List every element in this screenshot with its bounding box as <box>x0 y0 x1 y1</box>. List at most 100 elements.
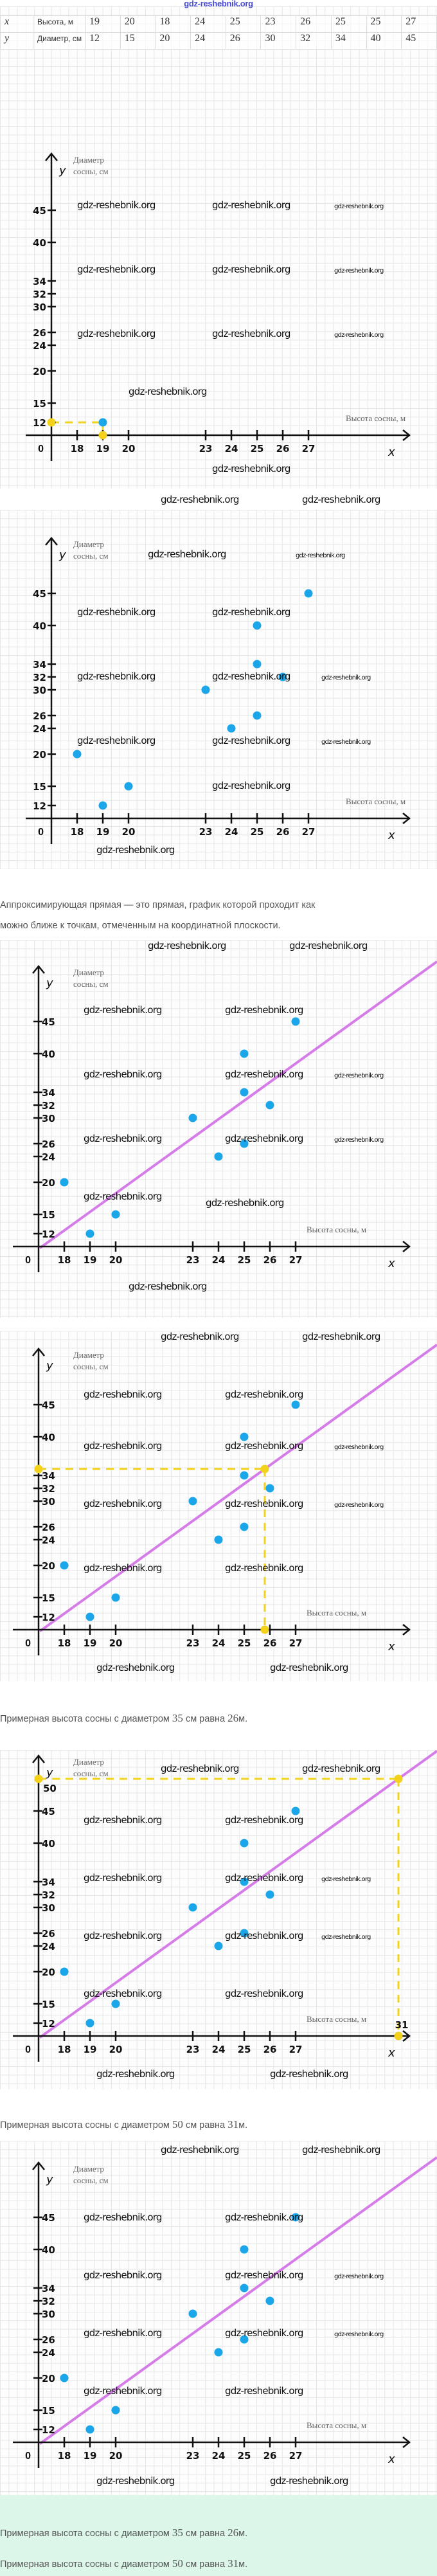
table-cell: 20 <box>155 32 192 50</box>
approximating-line <box>39 960 437 1250</box>
data-point <box>201 685 210 694</box>
watermark: gdz-reshebnik.org <box>302 2144 380 2156</box>
data-point <box>214 2348 223 2357</box>
x-axis-title: Высота сосны, м <box>346 797 406 806</box>
origin-label: 0 <box>38 827 44 838</box>
x-tick-label: 24 <box>212 1254 226 1266</box>
x-tick-label: 27 <box>289 2450 303 2462</box>
x-tick-label: 18 <box>71 443 84 455</box>
answer-diameter: 50 <box>172 2118 183 2130</box>
watermark: gdz-reshebnik.org <box>77 606 156 618</box>
origin-label: 0 <box>25 1638 31 1649</box>
answer-mid: см равна <box>185 2559 226 2570</box>
y-tick-label: 24 <box>33 340 46 352</box>
watermark: gdz-reshebnik.org <box>225 1068 303 1080</box>
definition-line: можно ближе к точкам, отмеченным на коор… <box>0 921 281 931</box>
answer-height: 31 <box>227 2118 239 2130</box>
y-tick-label: 34 <box>33 659 46 671</box>
data-point <box>253 660 262 669</box>
y-axis-variable: y <box>58 164 66 177</box>
watermark: gdz-reshebnik.org <box>77 199 156 211</box>
y-tick-label: 24 <box>42 2347 55 2359</box>
y-tick-label: 45 <box>42 2212 55 2224</box>
y-tick-label: 45 <box>42 1016 55 1028</box>
table-cell: 18 <box>155 15 192 33</box>
x-axis-variable: x <box>388 2453 395 2466</box>
y-tick-label: 40 <box>42 1432 55 1443</box>
watermark: gdz-reshebnik.org <box>96 844 175 856</box>
chart-estimate-50: Диаметр сосны, см y x Высота сосны, м 0 18 19 20… <box>13 1750 437 2080</box>
x-tick-label: 26 <box>263 1254 277 1266</box>
x-axis-arrow-icon <box>402 1241 411 1252</box>
watermark: gdz-reshebnik.org <box>225 1133 303 1144</box>
watermark: gdz-reshebnik.org <box>161 494 239 505</box>
watermark: gdz-reshebnik.org <box>321 1876 371 1883</box>
watermark: gdz-reshebnik.org <box>84 1872 162 1884</box>
x-tick-label: 20 <box>122 826 136 838</box>
x-tick-label: 27 <box>302 443 316 455</box>
x-tick-label: 20 <box>122 443 136 455</box>
watermark: gdz-reshebnik.org <box>212 264 290 275</box>
y-tick-label: 34 <box>42 2283 55 2294</box>
data-point <box>214 1152 223 1161</box>
table-cell: 25 <box>330 15 367 33</box>
watermark: gdz-reshebnik.org <box>212 606 290 618</box>
row-label: Диаметр, см <box>33 32 85 50</box>
y-tick-label: 15 <box>42 1999 55 2010</box>
data-point <box>98 418 107 427</box>
watermark: gdz-reshebnik.org <box>225 2211 303 2223</box>
y-tick-label: 30 <box>42 1902 55 1914</box>
data-point <box>111 1593 120 1602</box>
x-axis-arrow-icon <box>402 429 411 441</box>
y-tick-label: 20 <box>42 1560 55 1572</box>
x-tick-label: 23 <box>199 443 213 455</box>
watermark: gdz-reshebnik.org <box>206 1197 284 1209</box>
x-axis-title: Высота сосны, м <box>307 2014 366 2024</box>
watermark: gdz-reshebnik.org <box>225 1562 303 1574</box>
x-tick-label: 24 <box>225 443 238 455</box>
y-tick-label: 15 <box>42 1592 55 1604</box>
watermark: gdz-reshebnik.org <box>302 1763 380 1774</box>
y-axis-arrow-icon <box>32 1754 45 1763</box>
grid-paper <box>0 2141 437 2495</box>
watermark: gdz-reshebnik.org <box>77 735 156 746</box>
chart-point-19-12: Диаметр сосны, см y x Высота сосны, м 0 18 19 20… <box>26 152 411 474</box>
watermark: gdz-reshebnik.org <box>84 1562 162 1574</box>
watermark: gdz-reshebnik.org <box>225 2327 303 2339</box>
data-point <box>60 1561 69 1570</box>
x-tick-label: 27 <box>302 826 316 838</box>
y-axis-variable: y <box>58 548 66 562</box>
watermark: gdz-reshebnik.org <box>334 2273 384 2280</box>
data-point <box>188 2309 197 2318</box>
origin-label: 0 <box>25 1255 31 1266</box>
data-point <box>240 1049 249 1058</box>
x-tick-label: 19 <box>84 1637 97 1649</box>
answer-post: м. <box>238 2528 248 2539</box>
x-tick-label: 26 <box>263 2450 277 2462</box>
x-tick-label: 18 <box>58 2044 71 2055</box>
x-tick-label: 26 <box>276 826 290 838</box>
y-tick-label: 32 <box>42 2296 55 2307</box>
x-tick-label: 23 <box>186 1637 200 1649</box>
origin-label: 0 <box>25 2044 31 2055</box>
watermark: gdz-reshebnik.org <box>334 1444 384 1451</box>
y-axis-title: Диаметр <box>73 539 104 549</box>
x-tick-label: 20 <box>109 1637 123 1649</box>
x-tick-label: 24 <box>212 2450 226 2462</box>
y-tick-label: 32 <box>33 289 46 300</box>
answer-50-summary: Примерная высота сосны с диаметром 50 см… <box>0 2553 437 2575</box>
y-tick-label: 26 <box>42 1522 55 1533</box>
data-point <box>253 621 262 630</box>
y-tick-label: 20 <box>42 1177 55 1189</box>
watermark: gdz-reshebnik.org <box>96 2475 175 2487</box>
watermark: gdz-reshebnik.org <box>212 671 290 682</box>
table-cell: 26 <box>225 32 262 50</box>
data-point <box>240 1522 249 1531</box>
y-tick-label: 32 <box>33 672 46 683</box>
x-axis-title: Высота сосны, м <box>307 1608 366 1617</box>
watermark: gdz-reshebnik.org <box>84 1814 162 1826</box>
table-cell: 25 <box>225 15 262 33</box>
watermark: gdz-reshebnik.org <box>148 940 226 951</box>
grid-paper <box>0 1331 437 1681</box>
site-watermark-logo: gdz-reshebnik.org <box>184 0 253 8</box>
